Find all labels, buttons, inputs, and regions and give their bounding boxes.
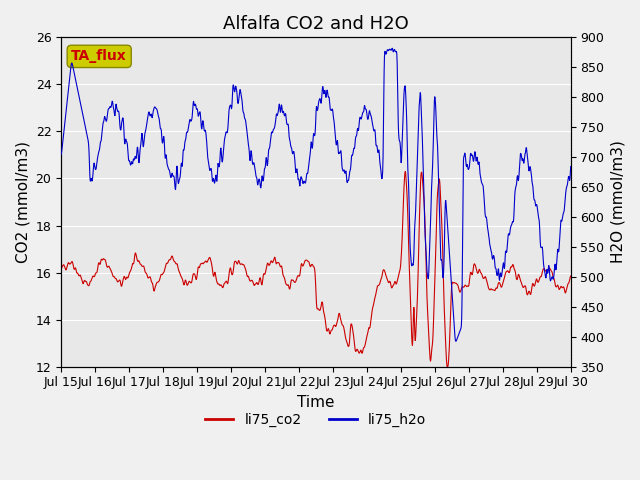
Legend: li75_co2, li75_h2o: li75_co2, li75_h2o <box>200 407 432 432</box>
Y-axis label: H2O (mmol/m3): H2O (mmol/m3) <box>610 141 625 264</box>
Text: TA_flux: TA_flux <box>71 49 127 63</box>
Y-axis label: CO2 (mmol/m3): CO2 (mmol/m3) <box>15 141 30 263</box>
X-axis label: Time: Time <box>297 395 335 410</box>
Title: Alfalfa CO2 and H2O: Alfalfa CO2 and H2O <box>223 15 409 33</box>
